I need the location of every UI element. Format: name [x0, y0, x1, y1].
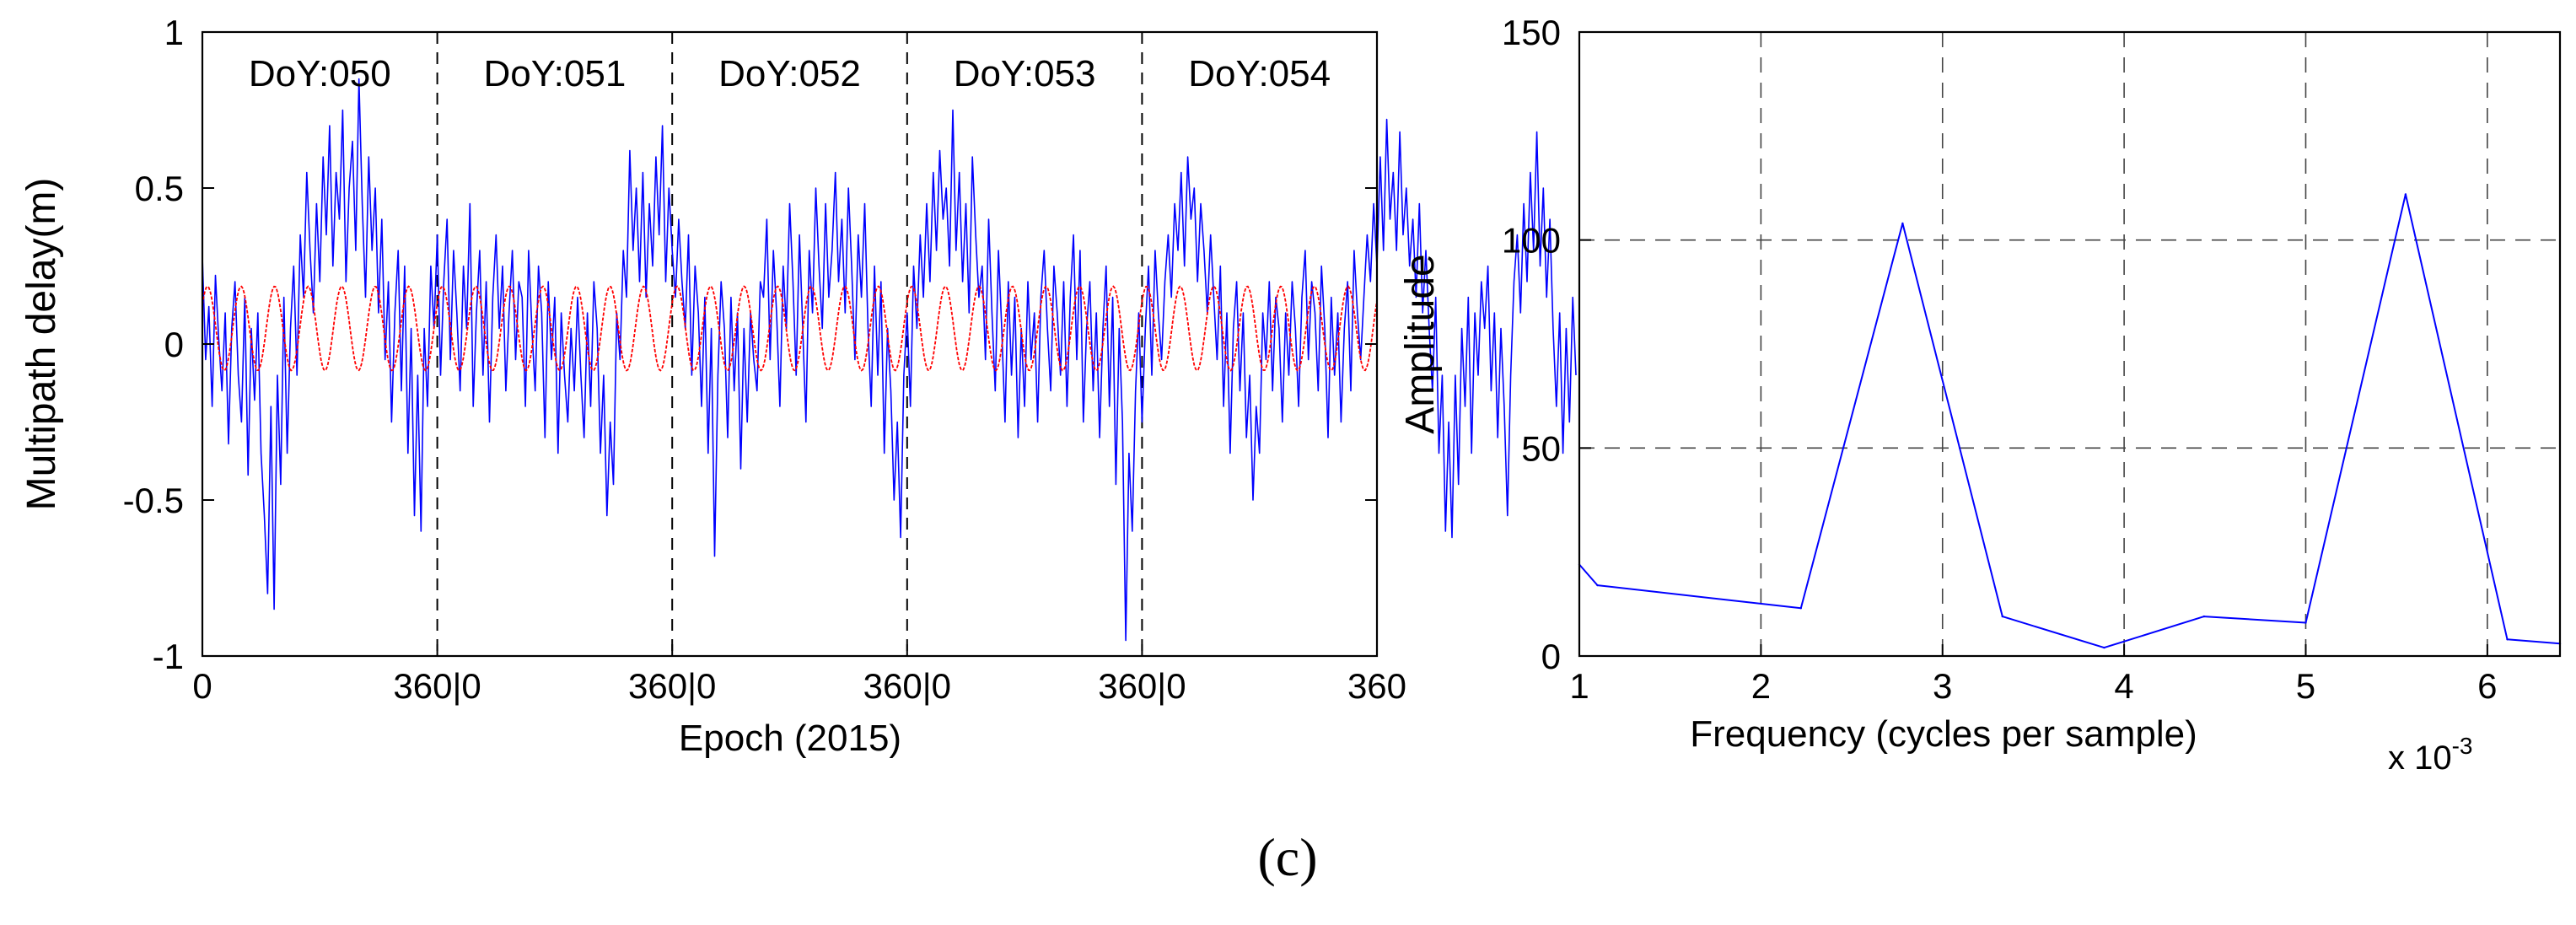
fitted-periodic-series	[202, 285, 1378, 372]
right-x-tick-label: 3	[1933, 666, 1952, 706]
left-y-tick-label: -0.5	[123, 481, 184, 520]
left-x-tick-label: 360	[1347, 666, 1406, 706]
x-multiplier-base: x 10	[2388, 739, 2452, 777]
left-y-tick-label: 0	[164, 325, 184, 364]
right-y-axis-label: Amplitude	[1398, 254, 1443, 433]
spectrum-point	[2103, 646, 2105, 649]
right-y-tick-label: 0	[1541, 637, 1561, 676]
right-x-tick-label: 4	[2114, 666, 2133, 706]
left-x-tick-label: 360|0	[393, 666, 481, 706]
day-label: DoY:050	[249, 53, 391, 94]
right-x-tick-label: 6	[2477, 666, 2497, 706]
multipath-chart: -1 -0.5 0 0.5 1 0 360|0 360|0 360|0 360|0 360 DoY:…	[19, 13, 1577, 759]
spectrum-point	[1596, 584, 1599, 587]
left-x-tick-label: 360|0	[863, 666, 951, 706]
x-multiplier-exponent: -3	[2452, 733, 2473, 759]
left-plot-area	[202, 32, 1377, 656]
left-series-group	[202, 78, 1577, 642]
x-multiplier-label: x 10-3	[2388, 733, 2473, 777]
right-x-axis-label: Frequency (cycles per sample)	[1690, 713, 2197, 755]
left-x-tick-label: 360|0	[628, 666, 716, 706]
spectrum-point	[2001, 615, 2003, 618]
left-tick-group: -1 -0.5 0 0.5 1 0 360|0 360|0 360|0 360|0 360	[123, 13, 1406, 706]
right-axes-box	[1578, 30, 2562, 658]
spectrum-point	[1901, 222, 1904, 225]
day-label: DoY:054	[1188, 53, 1331, 94]
panel-label: (c)	[1257, 827, 1317, 887]
right-y-tick-label: 100	[1502, 221, 1561, 261]
right-tick-group: 0 50 100 150 1 2 3 4 5 6	[1502, 13, 2498, 706]
left-x-axis-label: Epoch (2015)	[679, 718, 901, 759]
spectrum-point	[2304, 621, 2307, 624]
spectrum-point	[2404, 193, 2407, 196]
multipath-delay-series	[202, 78, 1577, 642]
right-x-tick-label: 5	[2296, 666, 2315, 706]
spectrum-point	[2202, 615, 2206, 618]
right-x-tick-label: 2	[1751, 666, 1771, 706]
spectrum-point	[1799, 607, 1802, 610]
day-divider-group	[436, 32, 1143, 656]
day-label: DoY:053	[954, 53, 1096, 94]
right-y-tick-label: 50	[1521, 428, 1561, 468]
left-y-tick-label: -1	[153, 637, 184, 676]
right-y-tick-label: 150	[1502, 13, 1561, 52]
right-plot-area	[1579, 32, 2560, 656]
right-x-tick-label: 1	[1569, 666, 1589, 706]
day-label: DoY:052	[718, 53, 861, 94]
spectrum-chart: 0 50 100 150 1 2 3 4 5 6 Frequency (cycles per sa…	[1398, 13, 2562, 777]
day-label-group: DoY:050 DoY:051 DoY:052 DoY:053 DoY:054	[249, 53, 1331, 94]
spectrum-point	[2506, 638, 2509, 641]
left-y-tick-label: 1	[164, 13, 184, 52]
left-x-tick-label: 0	[192, 666, 212, 706]
left-x-tick-label: 360|0	[1098, 666, 1186, 706]
day-label: DoY:051	[483, 53, 626, 94]
left-y-axis-label: Multipath delay(m)	[19, 178, 64, 511]
left-y-tick-label: 0.5	[135, 169, 184, 208]
